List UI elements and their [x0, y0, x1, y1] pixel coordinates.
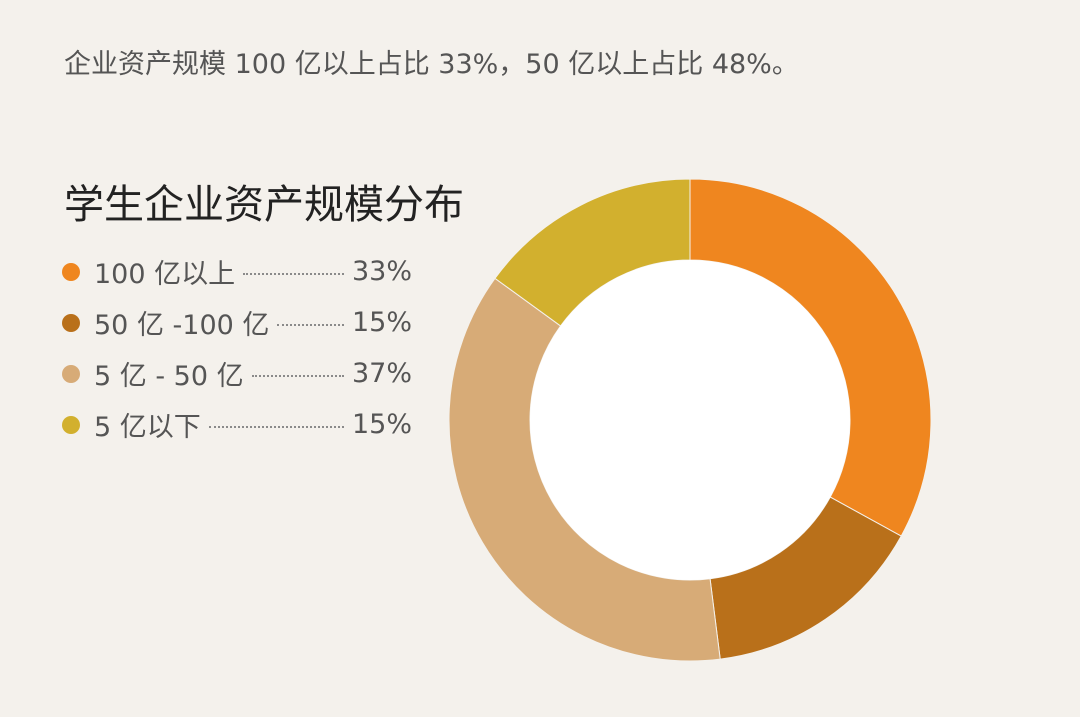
legend-swatch — [62, 364, 80, 383]
legend-value: 15% — [351, 307, 412, 338]
legend-value: 15% — [351, 409, 412, 440]
legend-dotted-leader — [251, 374, 344, 377]
donut-hole — [530, 260, 850, 580]
legend-item: 50 亿 -100 亿 15% — [62, 297, 412, 348]
chart-legend: 100 亿以上 33% 50 亿 -100 亿 15% 5 亿 - 50 亿 3… — [62, 246, 412, 450]
legend-label: 50 亿 -100 亿 — [94, 310, 270, 341]
legend-value: 33% — [351, 256, 412, 287]
legend-item: 5 亿 - 50 亿 37% — [62, 348, 412, 399]
legend-label: 5 亿 - 50 亿 — [94, 361, 244, 392]
legend-dotted-leader — [277, 323, 344, 326]
legend-label: 100 亿以上 — [94, 259, 236, 290]
legend-swatch — [62, 415, 80, 434]
legend-dotted-leader — [243, 272, 344, 275]
legend-dotted-leader — [208, 425, 344, 428]
donut-chart — [448, 178, 932, 662]
legend-item: 5 亿以下 15% — [62, 399, 412, 450]
summary-text: 企业资产规模 100 亿以上占比 33%，50 亿以上占比 48%。 — [64, 49, 799, 80]
chart-title: 学生企业资产规模分布 — [64, 182, 464, 228]
legend-label: 5 亿以下 — [94, 412, 201, 443]
legend-swatch — [62, 262, 80, 281]
legend-swatch — [62, 313, 80, 332]
legend-item: 100 亿以上 33% — [62, 246, 412, 297]
legend-value: 37% — [351, 358, 412, 389]
